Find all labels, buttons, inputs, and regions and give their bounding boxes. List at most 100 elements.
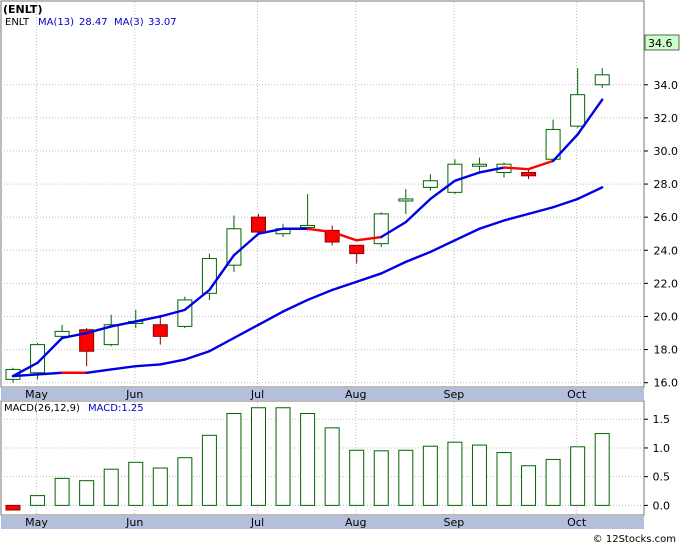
ma13-line-segment: [527, 206, 555, 216]
macd-label: MACD(26,12,9): [4, 403, 80, 414]
candle-body: [300, 224, 316, 228]
ma3-line-segment: [134, 315, 162, 323]
macd-bar: [447, 441, 463, 506]
candle: [398, 189, 414, 214]
candle-body: [251, 216, 266, 233]
macd-bar: [275, 407, 291, 506]
ma3-line-segment: [109, 320, 137, 328]
symbol-label: ENLT: [5, 17, 30, 28]
ma3-line-segment: [85, 325, 113, 335]
macd-bar: [201, 434, 217, 506]
price-tick-label: 30.0: [654, 145, 679, 158]
ma3-line-segment: [453, 171, 481, 182]
month-label: Jul: [250, 516, 264, 529]
ma13-line-segment: [11, 373, 39, 378]
ma13-line-segment: [380, 260, 407, 275]
ma13-line-segment: [232, 323, 260, 340]
candle: [324, 225, 340, 246]
ma13-line-segment: [355, 272, 383, 283]
month-label: Aug: [345, 388, 366, 401]
macd-bar: [349, 449, 365, 506]
macd-bar: [79, 480, 95, 506]
candle: [594, 68, 610, 89]
month-label: Jun: [125, 388, 143, 401]
candle: [422, 174, 438, 191]
candle-body: [521, 171, 537, 177]
ma3-line-segment: [429, 179, 457, 201]
macd-bar: [5, 504, 21, 511]
price-tick-label: 16.0: [654, 377, 679, 390]
macd-value-label: MACD:1.25: [88, 403, 144, 414]
watermark: © 12Stocks.com: [593, 534, 676, 545]
candle: [447, 159, 463, 194]
candle: [521, 169, 537, 180]
macd-bar: [373, 450, 389, 506]
macd-bar: [496, 452, 512, 506]
ma13-line-segment: [183, 350, 211, 361]
last-price-label: 34.6: [648, 37, 673, 50]
candle-body: [373, 213, 389, 245]
candle: [251, 213, 266, 234]
price-tick-label: 34.0: [654, 79, 679, 92]
ma3-line-segment: [404, 197, 432, 224]
ma3-line-segment: [478, 166, 506, 174]
ma3-line-segment: [355, 235, 383, 242]
chart-title: (ENLT): [3, 3, 42, 16]
macd-bar: [30, 495, 46, 506]
candle-body: [324, 229, 340, 243]
macd-bar: [152, 467, 168, 506]
ma13-line-segment: [281, 298, 309, 313]
price-tick-label: 28.0: [654, 178, 679, 191]
ma3-line-segment: [330, 230, 358, 242]
ma13-line-segment: [576, 186, 604, 201]
ma3-line-segment: [551, 133, 579, 163]
price-xaxis-band: [1, 388, 644, 400]
macd-bar: [422, 445, 438, 506]
ma3-label: MA(3): [114, 17, 144, 28]
month-label: Jul: [250, 388, 264, 401]
macd-bar: [103, 468, 119, 506]
candle: [349, 244, 365, 264]
candle: [471, 157, 487, 171]
ma13-line-segment: [257, 310, 285, 326]
macd-tick-label: 0.5: [653, 471, 671, 484]
macd-bar: [594, 433, 610, 506]
macd-bar: [300, 412, 316, 506]
ma3-line-segment: [183, 288, 211, 312]
price-panel-frame: [0, 0, 645, 388]
month-label: Oct: [567, 516, 587, 529]
candle: [226, 215, 242, 272]
macd-bar: [324, 427, 340, 506]
ma3-line-segment: [306, 227, 334, 234]
ma13-line-segment: [502, 212, 530, 222]
candle-body: [226, 228, 242, 266]
macd-bar: [545, 458, 561, 506]
month-label: Oct: [567, 388, 587, 401]
price-tick-label: 18.0: [654, 344, 679, 357]
macd-bars: [5, 407, 610, 511]
macd-bar: [398, 449, 414, 506]
moving-averages: [11, 98, 604, 378]
grid: [1, 2, 644, 514]
month-label: May: [25, 516, 48, 529]
macd-bar: [54, 477, 70, 506]
macd-xaxis-band: [1, 516, 644, 529]
ma13-line-segment: [404, 250, 432, 264]
ma3-line-segment: [502, 166, 530, 171]
price-tick-label: 26.0: [654, 211, 679, 224]
month-label: Aug: [345, 516, 366, 529]
ma3-line-segment: [527, 159, 555, 171]
macd-bar: [471, 444, 487, 506]
candle: [570, 68, 586, 128]
ma13-line-segment: [306, 288, 334, 302]
ma13-line-segment: [36, 371, 64, 376]
macd-bar: [521, 465, 537, 506]
ma13-line-segment: [330, 280, 358, 292]
ma3-line-segment: [257, 227, 285, 235]
month-label: Sep: [444, 516, 465, 529]
month-label: Sep: [444, 388, 465, 401]
ma13-line-segment: [208, 336, 236, 353]
ma3-line-segment: [232, 232, 260, 257]
macd-tick-label: 1.0: [653, 442, 671, 455]
